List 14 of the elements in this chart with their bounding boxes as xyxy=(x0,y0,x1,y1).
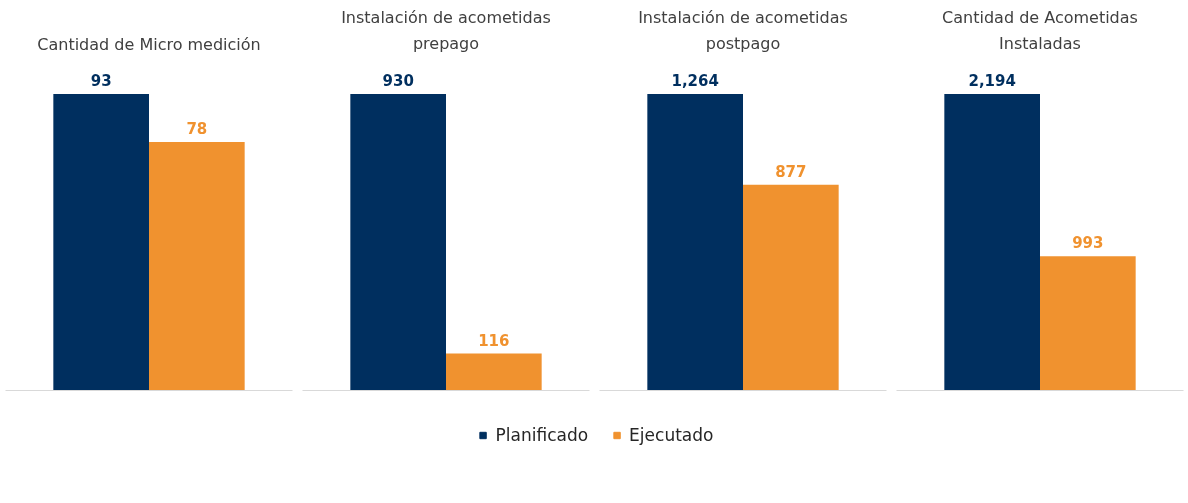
legend-label: Ejecutado xyxy=(629,425,714,445)
data-label: 877 xyxy=(775,162,807,181)
chart-title: Cantidad de Acometidas Instaladas xyxy=(942,7,1138,54)
data-label: 93 xyxy=(90,72,112,91)
data-label: 993 xyxy=(1072,234,1104,253)
data-label: 78 xyxy=(186,119,208,138)
data-label: 116 xyxy=(478,331,510,350)
data-label: 1,264 xyxy=(671,72,719,91)
data-label: 2,194 xyxy=(968,72,1016,91)
chart-title: Instalación de acometidas prepago xyxy=(341,7,551,54)
chart-title: Cantidad de Micro medición xyxy=(37,34,261,54)
data-label: 930 xyxy=(382,72,414,91)
chart-title: Instalación de acometidas postpago xyxy=(638,7,848,54)
legend-label: Planificado xyxy=(495,425,589,445)
